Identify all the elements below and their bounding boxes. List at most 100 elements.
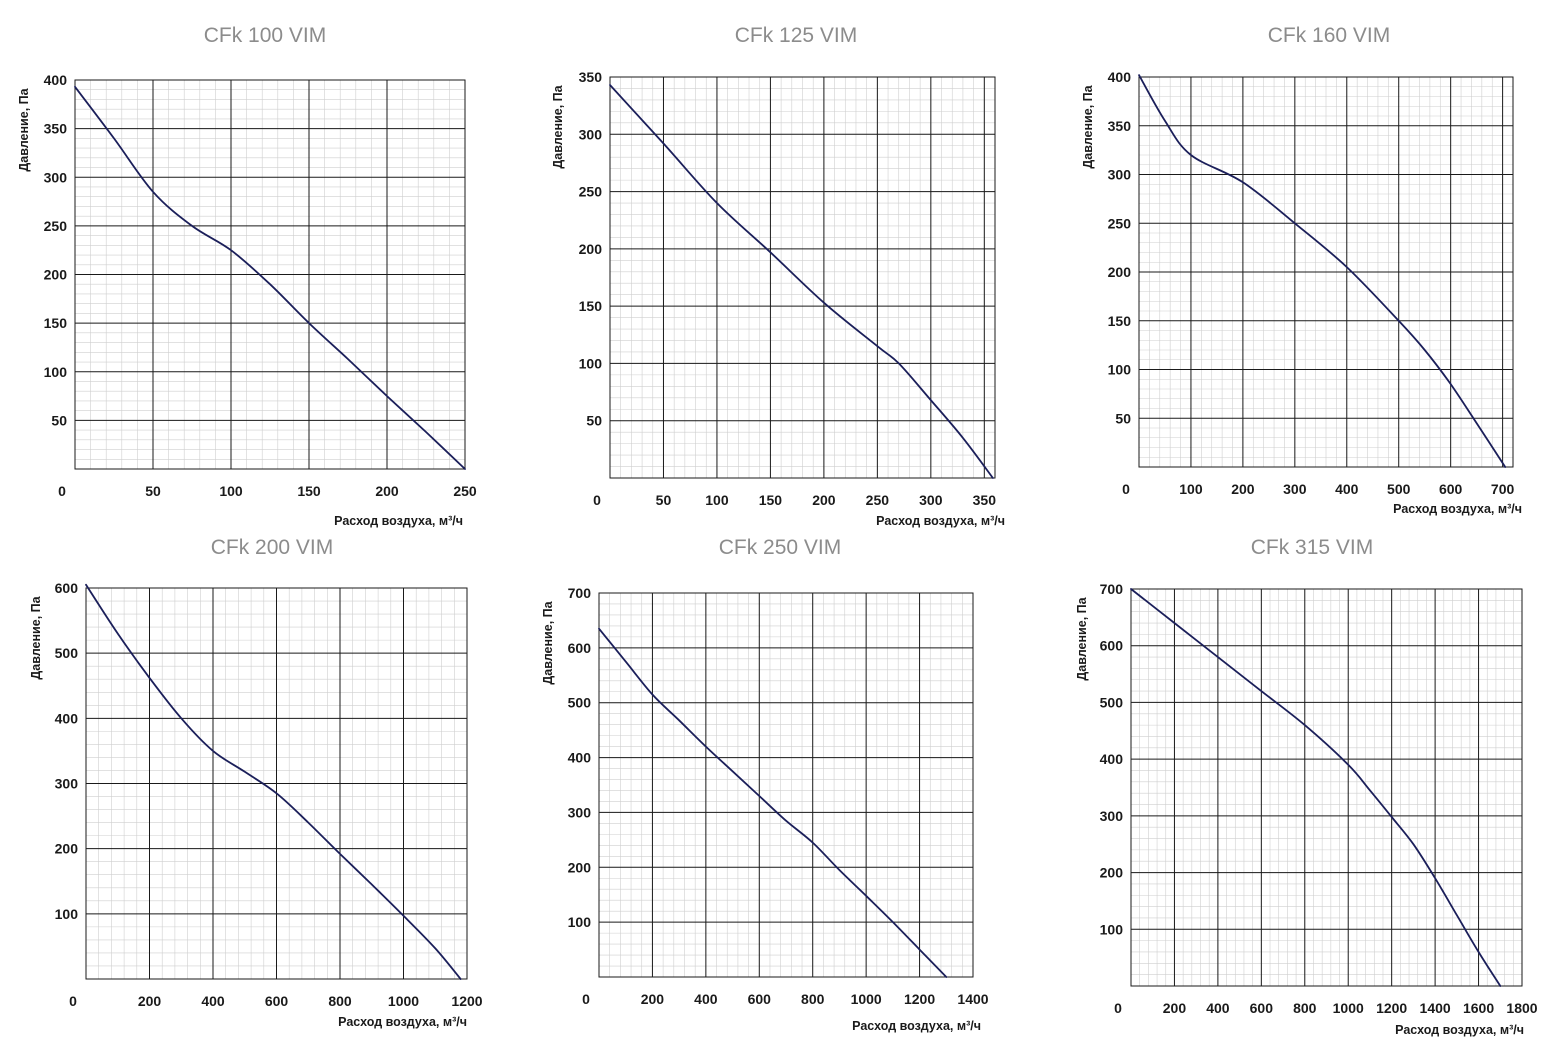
y-tick-label: 200 (1108, 264, 1132, 280)
origin-label: 0 (582, 991, 590, 1007)
chart-title: CFk 160 VIM (1268, 24, 1391, 47)
x-tick-label: 200 (812, 492, 836, 508)
y-tick-label: 300 (1108, 167, 1132, 183)
x-tick-label: 600 (265, 993, 289, 1009)
origin-label: 0 (1114, 1000, 1122, 1016)
x-axis-label: Расход воздуха, м³/ч (876, 514, 1005, 528)
y-tick-label: 50 (586, 413, 602, 429)
y-tick-label: 100 (55, 906, 79, 922)
chart-title: CFk 125 VIM (735, 24, 858, 47)
x-tick-label: 350 (973, 492, 997, 508)
x-tick-label: 250 (866, 492, 890, 508)
x-tick-label: 400 (1206, 1000, 1230, 1016)
x-tick-label: 250 (453, 483, 477, 499)
x-tick-label: 200 (641, 991, 665, 1007)
chart-title: CFk 100 VIM (204, 24, 327, 47)
y-axis-label: Давление, Па (1081, 84, 1095, 168)
x-tick-label: 400 (1335, 481, 1359, 497)
x-tick-label: 1000 (388, 993, 419, 1009)
minor-grid (599, 593, 973, 977)
x-tick-label: 500 (1387, 481, 1411, 497)
series-line (1130, 588, 1502, 987)
x-tick-label: 1200 (1376, 1000, 1407, 1016)
chart-3: CFk 160 VIM 100 200 300 400 500 600 700 50 100 150… (1081, 24, 1522, 516)
y-tick-label: 250 (1108, 215, 1132, 231)
x-tick-label: 100 (219, 483, 243, 499)
y-tick-label: 300 (1100, 808, 1124, 824)
y-tick-label: 500 (568, 695, 592, 711)
y-tick-label: 150 (1108, 313, 1132, 329)
y-tick-label: 200 (44, 267, 68, 283)
y-tick-label: 600 (568, 640, 592, 656)
x-tick-label: 1400 (1420, 1000, 1451, 1016)
y-tick-label: 400 (55, 710, 79, 726)
y-tick-label: 100 (579, 355, 603, 371)
minor-grid (610, 77, 995, 478)
y-tick-label: 100 (568, 914, 592, 930)
chart-title: CFk 315 VIM (1251, 536, 1374, 559)
plot-frame (598, 592, 974, 978)
y-tick-label: 300 (55, 776, 79, 792)
x-tick-label: 1000 (1333, 1000, 1364, 1016)
y-tick-label: 200 (568, 859, 592, 875)
y-tick-label: 350 (44, 121, 68, 137)
y-tick-label: 600 (55, 580, 79, 596)
origin-label: 0 (1122, 481, 1130, 497)
x-tick-label: 400 (694, 991, 718, 1007)
chart-title: CFk 250 VIM (719, 536, 842, 559)
y-tick-label: 500 (55, 645, 79, 661)
y-tick-label: 200 (55, 841, 79, 857)
chart-title: CFk 200 VIM (211, 536, 334, 559)
y-tick-label: 150 (579, 298, 603, 314)
x-tick-label: 1800 (1506, 1000, 1537, 1016)
x-tick-label: 200 (375, 483, 399, 499)
origin-label: 0 (58, 483, 66, 499)
x-tick-label: 400 (201, 993, 225, 1009)
x-tick-label: 50 (656, 492, 672, 508)
x-tick-label: 100 (1179, 481, 1203, 497)
x-tick-label: 100 (705, 492, 729, 508)
x-tick-label: 1600 (1463, 1000, 1494, 1016)
y-tick-label: 700 (568, 585, 592, 601)
chart-1: CFk 100 VIM 50 100 150 200 250 50 100 150 200 250 3… (17, 24, 477, 528)
x-axis-label: Расход воздуха, м³/ч (334, 514, 463, 528)
y-tick-label: 100 (1100, 921, 1124, 937)
x-tick-label: 200 (1163, 1000, 1187, 1016)
y-axis-label: Давление, Па (29, 595, 43, 679)
x-tick-label: 1200 (451, 993, 482, 1009)
x-tick-label: 1200 (904, 991, 935, 1007)
x-axis-label: Расход воздуха, м³/ч (852, 1019, 981, 1033)
y-tick-label: 200 (579, 241, 603, 257)
x-tick-label: 800 (1293, 1000, 1317, 1016)
x-tick-label: 200 (138, 993, 162, 1009)
x-tick-label: 300 (919, 492, 943, 508)
x-tick-label: 700 (1491, 481, 1515, 497)
y-tick-label: 700 (1100, 581, 1124, 597)
origin-label: 0 (593, 492, 601, 508)
y-tick-label: 150 (44, 315, 68, 331)
plot-frame (1138, 76, 1514, 468)
y-tick-label: 300 (44, 169, 68, 185)
y-tick-label: 100 (1108, 362, 1132, 378)
y-tick-label: 300 (568, 804, 592, 820)
y-axis-label: Давление, Па (17, 87, 31, 171)
x-tick-label: 600 (1439, 481, 1463, 497)
x-tick-label: 600 (1250, 1000, 1274, 1016)
chart-2: CFk 125 VIM 50 100 150 200 250 300 350 50 100 150 2… (551, 24, 1005, 528)
plot-frame (74, 79, 466, 470)
x-tick-label: 1400 (957, 991, 988, 1007)
y-tick-label: 50 (1115, 410, 1131, 426)
y-tick-label: 400 (44, 72, 68, 88)
y-tick-label: 350 (579, 69, 603, 85)
chart-5: CFk 250 VIM 200 400 600 800 1000 1200 1400 100 20… (541, 536, 989, 1033)
series-line (74, 85, 466, 470)
x-axis-label: Расход воздуха, м³/ч (1393, 502, 1522, 516)
chart-4: CFk 200 VIM 200 400 600 800 1000 1200 100 200 300… (29, 536, 483, 1029)
x-tick-label: 1000 (851, 991, 882, 1007)
y-axis-label: Давление, Па (1075, 596, 1089, 680)
y-tick-label: 300 (579, 126, 603, 142)
x-tick-label: 200 (1231, 481, 1255, 497)
x-tick-label: 600 (748, 991, 772, 1007)
series-line (85, 583, 462, 980)
